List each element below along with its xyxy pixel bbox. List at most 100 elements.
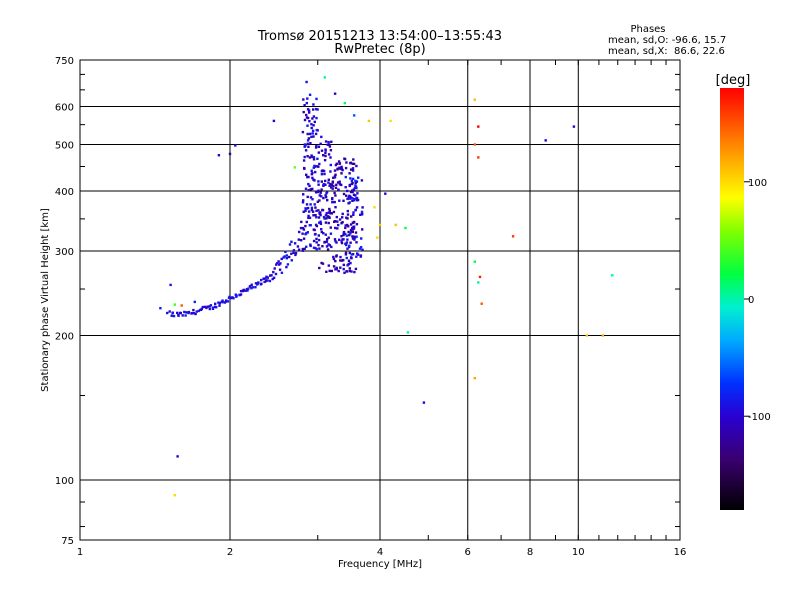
spread-point — [340, 222, 343, 225]
x-tick-label: 1 — [77, 547, 83, 558]
spread-point — [352, 162, 356, 166]
trace-point — [218, 304, 221, 307]
spread-point — [349, 195, 352, 199]
scatter-point — [601, 334, 604, 337]
spread-point — [310, 154, 313, 157]
spread-point — [335, 183, 338, 186]
spread-point — [346, 197, 349, 201]
trace-point — [168, 310, 171, 313]
spread-point — [326, 238, 329, 241]
spread-point — [324, 154, 327, 158]
trace-point — [239, 289, 243, 293]
spread-point — [320, 261, 323, 265]
scatter-point — [511, 235, 515, 238]
spread-point — [322, 183, 326, 186]
trace-point — [297, 238, 300, 241]
spread-point — [342, 233, 345, 237]
spread-point — [304, 224, 307, 228]
scatter-point — [376, 236, 379, 239]
spread-point — [310, 126, 313, 130]
spread-point — [321, 208, 325, 212]
spread-point — [344, 226, 347, 230]
spread-point — [351, 253, 355, 256]
spread-point — [342, 232, 345, 235]
spread-point — [305, 173, 308, 176]
trace-point — [269, 274, 272, 277]
spread-point — [324, 179, 327, 183]
spread-point — [315, 241, 318, 244]
spread-point — [361, 248, 364, 251]
trace-point — [185, 311, 188, 314]
scatter-point — [159, 307, 162, 310]
spread-point — [341, 216, 344, 219]
spread-point — [330, 212, 333, 215]
y-tick-label: 600 — [55, 103, 74, 114]
spread-point — [322, 154, 325, 157]
trace-point — [249, 285, 252, 288]
trace-point — [285, 257, 288, 260]
phases-o-stats: mean, sd,O: -96.6, 15.7 — [608, 35, 726, 46]
trace-point — [194, 312, 197, 316]
spread-point — [355, 223, 359, 226]
spread-point — [359, 213, 362, 216]
spread-point — [349, 261, 352, 265]
spread-point — [315, 107, 318, 111]
trace-point — [183, 310, 186, 314]
trace-point — [260, 282, 263, 285]
spread-point — [357, 176, 360, 179]
trace-point — [275, 263, 278, 266]
spread-point — [341, 238, 344, 241]
spread-point — [306, 116, 310, 120]
trace-point — [170, 314, 173, 317]
trace-point — [278, 268, 282, 271]
spread-point — [317, 209, 320, 212]
x-tick-label: 10 — [572, 547, 585, 558]
spread-point — [311, 129, 315, 132]
scatter-point — [272, 119, 276, 123]
y-tick-label: 500 — [55, 141, 74, 152]
spread-point — [334, 194, 337, 197]
spread-point — [342, 192, 346, 196]
spread-point — [307, 175, 310, 179]
spread-point — [335, 215, 338, 219]
spread-point — [348, 233, 351, 237]
scatter-point — [611, 274, 614, 277]
spread-point — [334, 163, 338, 167]
spread-point — [347, 196, 350, 199]
spread-point — [313, 203, 316, 206]
trace-point — [197, 309, 200, 313]
spread-point — [344, 251, 348, 255]
spread-point — [312, 214, 315, 217]
spread-point — [315, 97, 318, 101]
spread-point — [314, 146, 318, 149]
spread-point — [327, 264, 330, 267]
spread-point — [315, 247, 318, 251]
spread-point — [349, 168, 353, 171]
spread-point — [345, 256, 348, 260]
spread-point — [360, 237, 363, 240]
spread-point — [360, 179, 364, 182]
spread-point — [337, 269, 340, 273]
spread-point — [306, 142, 309, 145]
spread-point — [350, 253, 353, 256]
spread-point — [302, 98, 305, 101]
trace-point — [264, 279, 268, 283]
spread-point — [328, 207, 331, 211]
phases-title: Phases — [630, 24, 665, 35]
spread-point — [317, 145, 321, 148]
trace-point — [266, 279, 269, 282]
trace-point — [264, 277, 267, 280]
spread-point — [325, 217, 328, 220]
spread-point — [317, 243, 320, 247]
spread-point — [328, 269, 331, 273]
scatter-point — [389, 119, 392, 123]
trace-point — [221, 299, 224, 302]
trace-point — [242, 288, 245, 292]
trace-point — [293, 242, 297, 245]
spread-point — [311, 132, 314, 135]
trace-point — [297, 248, 301, 251]
spread-point — [312, 246, 316, 249]
spread-point — [313, 164, 316, 168]
spread-point — [301, 201, 305, 204]
spread-point — [317, 234, 320, 237]
